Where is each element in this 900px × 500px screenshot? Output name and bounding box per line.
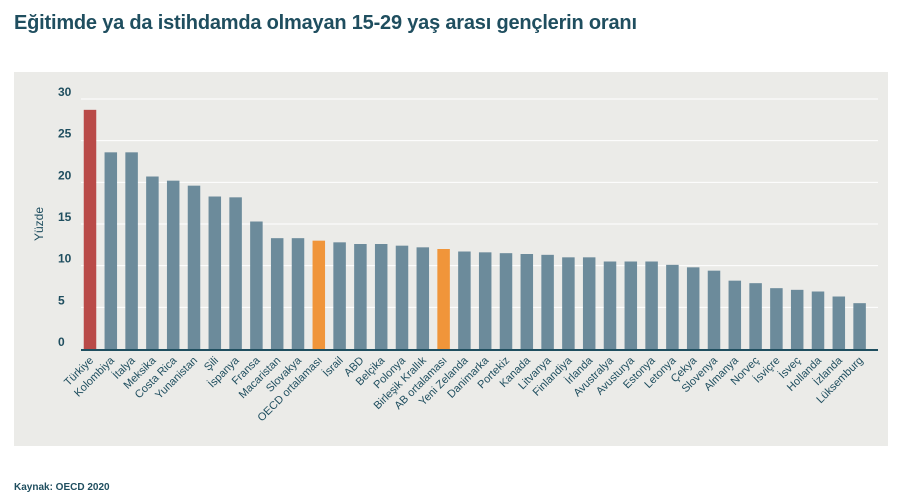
bar-0 [83, 109, 97, 349]
bar-13 [354, 244, 367, 349]
bar-19 [478, 252, 492, 349]
bar-31 [728, 280, 742, 349]
bar-8 [250, 221, 263, 349]
chart-panel: 0 5 10 15 20 25 30 Türkiye Kolombiya İtalya Meksi… [14, 72, 888, 446]
bar-27 [645, 261, 658, 349]
bar-22 [541, 254, 554, 349]
bars [83, 109, 866, 349]
bar-26 [624, 261, 638, 349]
y-axis-label: Yüzde [32, 207, 46, 241]
y-tick-label: 20 [58, 168, 72, 182]
bar-23 [562, 257, 575, 349]
bar-32 [749, 283, 762, 349]
bar-18 [458, 251, 471, 349]
bar-2 [125, 152, 138, 349]
bar-25 [603, 261, 617, 349]
bar-3 [146, 176, 159, 349]
bar-14 [374, 244, 388, 349]
bar-11 [312, 240, 326, 349]
bar-chart: 0 5 10 15 20 25 30 TürkiyeKolombiyaİtalyaMeksi… [32, 85, 878, 424]
bar-12 [333, 242, 346, 349]
y-tick-label: 5 [58, 293, 65, 307]
source-note: Kaynak: OECD 2020 [14, 482, 110, 493]
bar-16 [416, 247, 430, 349]
bar-17 [437, 249, 450, 349]
bar-34 [790, 289, 804, 349]
bar-35 [811, 291, 825, 349]
bar-4 [166, 180, 180, 349]
y-tick-label: 10 [58, 252, 72, 266]
bar-15 [395, 245, 409, 349]
bar-30 [707, 270, 721, 349]
bar-20 [499, 253, 513, 349]
y-tick-label: 15 [58, 210, 72, 224]
bar-37 [853, 303, 866, 349]
y-tick-label: 25 [58, 127, 72, 141]
y-tick-labels: 0 5 10 15 20 25 30 [58, 85, 72, 349]
bar-33 [770, 288, 783, 349]
bar-9 [270, 238, 284, 349]
bar-1 [104, 152, 118, 349]
bar-28 [666, 264, 679, 349]
bar-36 [832, 296, 846, 349]
bar-29 [686, 267, 700, 349]
x-tick-label: İsrail [320, 354, 346, 380]
bar-7 [229, 197, 242, 349]
y-tick-label: 0 [58, 335, 65, 349]
bar-24 [582, 257, 596, 349]
bar-6 [208, 196, 222, 349]
bar-5 [187, 185, 201, 349]
bar-10 [291, 238, 305, 349]
bar-21 [520, 254, 534, 349]
y-tick-label: 30 [58, 85, 72, 99]
chart-title: Eğitimde ya da istihdamda olmayan 15-29 … [14, 12, 637, 34]
